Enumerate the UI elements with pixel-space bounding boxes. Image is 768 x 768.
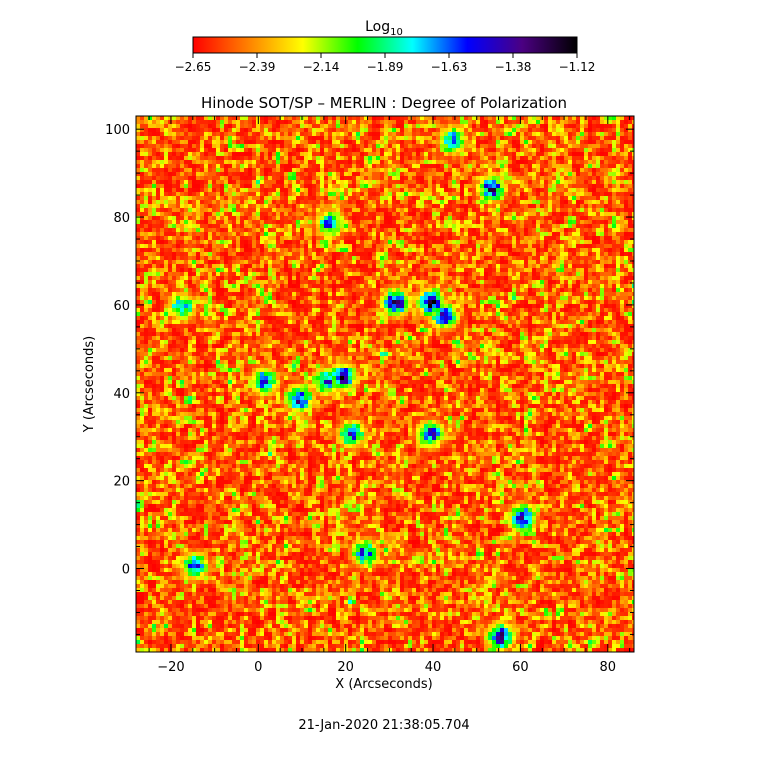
colorbar-tick-label: −2.39	[239, 60, 276, 74]
heatmap-image	[136, 116, 634, 652]
x-tick-label: 40	[425, 660, 442, 675]
y-tick-label: 20	[113, 475, 130, 490]
y-axis: 0 20 40 60 80 100	[105, 123, 634, 635]
y-axis-label: Y (Arcseconds)	[82, 336, 97, 433]
y-tick-label: 80	[113, 211, 130, 226]
colorbar-tick-label: −1.12	[559, 60, 596, 74]
colorbar-tick-label: −2.14	[303, 60, 340, 74]
colorbar: Log10 −2.65 −2.39 −2.14 −1.89 −1.63 −1.38 −1.1…	[175, 19, 596, 74]
x-tick-label: 20	[337, 660, 354, 675]
colorbar-tick-label: −1.89	[367, 60, 404, 74]
colorbar-label: Log10	[365, 19, 403, 38]
x-tick-label: 60	[512, 660, 529, 675]
y-tick-label: 40	[113, 387, 130, 402]
colorbar-tick-label: −2.65	[175, 60, 212, 74]
y-tick-label: 60	[113, 299, 130, 314]
y-tick-label: 100	[105, 123, 130, 138]
x-axis-label: X (Arcseconds)	[335, 677, 432, 692]
colorbar-tick-label: −1.63	[431, 60, 468, 74]
timestamp: 21-Jan-2020 21:38:05.704	[298, 718, 469, 733]
plot-frame	[135, 115, 635, 653]
colorbar-tick-label: −1.38	[495, 60, 532, 74]
chart-title: Hinode SOT/SP – MERLIN : Degree of Polar…	[201, 94, 567, 112]
x-tick-label: 80	[600, 660, 617, 675]
colorbar-ticks: −2.65 −2.39 −2.14 −1.89 −1.63 −1.38 −1.12	[175, 53, 596, 74]
x-tick-label: 0	[254, 660, 262, 675]
x-tick-label: −20	[157, 660, 184, 675]
colorbar-bar	[192, 36, 578, 54]
y-tick-label: 0	[122, 563, 130, 578]
x-axis: −20 0 20 40 60 80	[148, 116, 631, 675]
